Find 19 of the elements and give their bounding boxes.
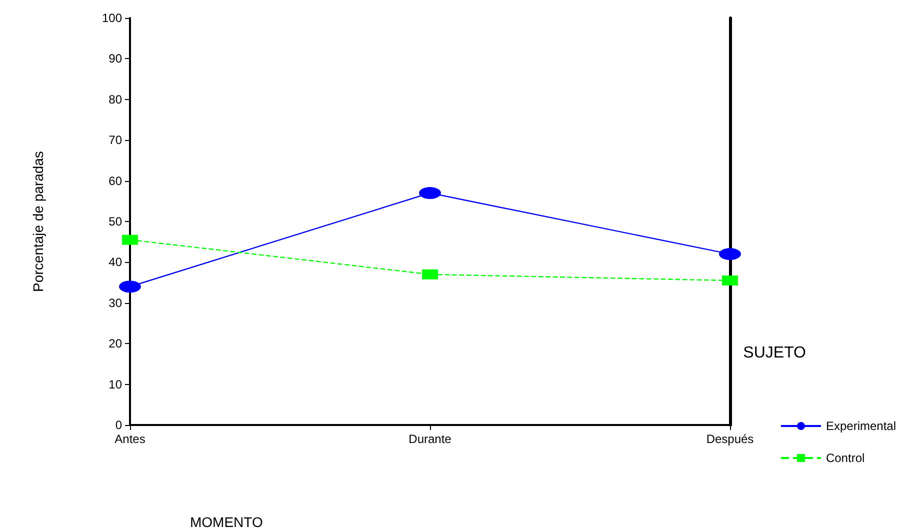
y-tick-label: 100 bbox=[102, 11, 122, 25]
y-tick-label: 70 bbox=[108, 133, 122, 148]
y-tick-label: 50 bbox=[108, 214, 122, 228]
x-axis-title: MOMENTO bbox=[190, 514, 263, 529]
y-tick-label: 20 bbox=[108, 336, 122, 351]
legend-label: Experimental bbox=[826, 419, 896, 433]
y-tick-label: 80 bbox=[108, 92, 122, 106]
y-axis-title: Porcentaje de paradas bbox=[30, 151, 46, 292]
legend-label: Control bbox=[826, 451, 865, 465]
x-tick-label: Después bbox=[706, 432, 754, 446]
x-tick-label: Durante bbox=[408, 432, 452, 446]
y-tick-label: 60 bbox=[108, 174, 122, 188]
y-tick-label: 30 bbox=[108, 296, 122, 310]
legend-title: SUJETO bbox=[743, 344, 806, 362]
x-tick-label: Antes bbox=[114, 432, 146, 446]
y-tick-label: 90 bbox=[108, 52, 122, 66]
y-tick-label: 0 bbox=[115, 418, 122, 432]
y-tick-label: 40 bbox=[108, 255, 122, 270]
y-tick-label: 10 bbox=[108, 377, 122, 392]
